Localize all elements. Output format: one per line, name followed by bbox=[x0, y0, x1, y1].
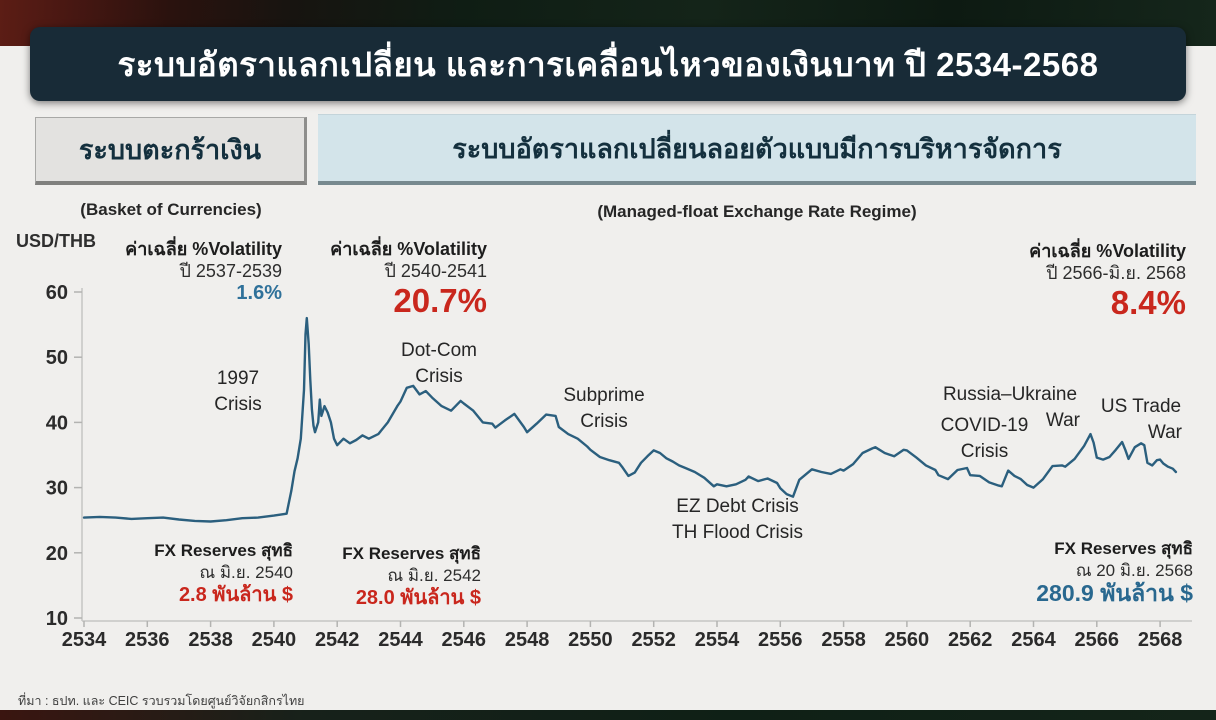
fx-reserves-date: ณ มิ.ย. 2542 bbox=[387, 566, 481, 585]
volatility-note-label: ค่าเฉลี่ย %Volatility bbox=[125, 239, 282, 259]
volatility-note-period: ปี 2540-2541 bbox=[384, 261, 487, 281]
annotation-line: Crisis bbox=[960, 441, 1009, 462]
annotation-line: TH Flood Crisis bbox=[672, 522, 803, 543]
volatility-note-period: ปี 2566-มิ.ย. 2568 bbox=[1046, 263, 1186, 283]
annotation-dotcom-crisis: Dot-Com Crisis bbox=[375, 338, 503, 390]
x-tick-label: 2550 bbox=[568, 629, 613, 651]
fx-reserves-date: ณ 20 มิ.ย. 2568 bbox=[1075, 561, 1193, 580]
source-note: ที่มา : ธปท. และ CEIC รวบรวมโดยศูนย์วิจั… bbox=[18, 694, 305, 708]
annotation-line: War bbox=[1147, 422, 1182, 443]
usdthb-line-series bbox=[82, 316, 1178, 523]
fx-reserves-value: 28.0 พันล้าน $ bbox=[355, 587, 481, 609]
annotation-1997-crisis: 1997 Crisis bbox=[176, 366, 300, 418]
x-tick-label: 2560 bbox=[885, 629, 930, 651]
y-tick-label: 60 bbox=[46, 282, 68, 304]
x-tick-label: 2568 bbox=[1138, 629, 1183, 651]
fx-reserves-value: 280.9 พันล้าน $ bbox=[1036, 580, 1193, 606]
x-tick-label: 2546 bbox=[442, 629, 487, 651]
volatility-note-basket-period: ค่าเฉลี่ย %Volatility ปี 2537-2539 1.6% bbox=[125, 238, 282, 304]
volatility-note-value: 8.4% bbox=[1110, 284, 1186, 321]
fx-reserves-label: FX Reserves สุทธิ bbox=[342, 544, 481, 563]
x-tick-label: 2536 bbox=[125, 629, 170, 651]
annotation-line: Crisis bbox=[580, 411, 628, 432]
x-tick-label: 2534 bbox=[62, 629, 107, 651]
fx-reserves-date: ณ มิ.ย. 2540 bbox=[199, 563, 293, 582]
annotation-covid19-crisis: COVID-19 Crisis bbox=[912, 413, 1057, 465]
fx-reserves-note-1997: FX Reserves สุทธิ ณ มิ.ย. 2540 2.8 พันล้… bbox=[154, 540, 293, 606]
x-tick-label: 2564 bbox=[1011, 629, 1056, 651]
volatility-note-value: 20.7% bbox=[393, 282, 487, 319]
volatility-note-label: ค่าเฉลี่ย %Volatility bbox=[330, 239, 487, 259]
x-tick-label: 2540 bbox=[252, 629, 297, 651]
annotation-us-trade-war: US Trade War bbox=[1098, 394, 1184, 446]
fx-reserves-label: FX Reserves สุทธิ bbox=[154, 541, 293, 560]
regime-box-basket-label: ระบบตะกร้าเงิน bbox=[78, 135, 262, 165]
annotation-russia-ukraine-war: Russia–Ukraine War bbox=[930, 382, 1090, 434]
annotation-line: COVID-19 bbox=[940, 415, 1029, 436]
y-tick-label: 40 bbox=[46, 412, 68, 434]
x-tick-label: 2558 bbox=[821, 629, 866, 651]
y-tick-label: 50 bbox=[46, 347, 68, 369]
volatility-note-crisis-period: ค่าเฉลี่ย %Volatility ปี 2540-2541 20.7% bbox=[330, 238, 487, 318]
annotation-line: Subprime bbox=[563, 385, 645, 406]
x-tick-label: 2556 bbox=[758, 629, 803, 651]
managed-float-caption: (Managed-float Exchange Rate Regime) bbox=[597, 202, 917, 221]
fx-reserves-value: 2.8 พันล้าน $ bbox=[178, 584, 293, 606]
volatility-note-value: 1.6% bbox=[236, 282, 282, 304]
basket-caption: (Basket of Currencies) bbox=[80, 200, 262, 219]
x-tick-label: 2548 bbox=[505, 629, 550, 651]
x-tick-label: 2554 bbox=[695, 629, 740, 651]
annotation-line: War bbox=[1045, 410, 1080, 431]
annotation-ez-debt-th-flood-crisis: EZ Debt Crisis TH Flood Crisis bbox=[635, 494, 840, 546]
annotation-line: Crisis bbox=[415, 366, 463, 387]
page-title-bar: ระบบอัตราแลกเปลี่ยน และการเคลื่อนไหวของเ… bbox=[30, 27, 1186, 101]
fx-reserves-note-2025: FX Reserves สุทธิ ณ 20 มิ.ย. 2568 280.9 … bbox=[1036, 538, 1193, 606]
annotation-line: Crisis bbox=[214, 394, 262, 415]
annotation-line: 1997 bbox=[216, 368, 260, 389]
annotation-subprime-crisis: Subprime Crisis bbox=[534, 383, 674, 435]
annotation-line: EZ Debt Crisis bbox=[676, 496, 799, 517]
regime-box-managed-float-label: ระบบอัตราแลกเปลี่ยนลอยตัวแบบมีการบริหารจ… bbox=[452, 133, 1062, 164]
x-tick-label: 2538 bbox=[188, 629, 233, 651]
x-tick-label: 2542 bbox=[315, 629, 360, 651]
axis-unit-label: USD/THB bbox=[16, 231, 96, 251]
x-tick-label: 2552 bbox=[631, 629, 676, 651]
annotation-line: Dot-Com bbox=[400, 340, 477, 361]
background-photo-strip-bottom bbox=[0, 710, 1216, 720]
x-tick-label: 2562 bbox=[948, 629, 993, 651]
fx-reserves-label: FX Reserves สุทธิ bbox=[1054, 539, 1193, 558]
regime-box-managed-float: ระบบอัตราแลกเปลี่ยนลอยตัวแบบมีการบริหารจ… bbox=[318, 114, 1196, 185]
annotation-line: US Trade bbox=[1100, 396, 1182, 417]
annotation-line: Russia–Ukraine bbox=[942, 384, 1078, 405]
x-tick-label: 2566 bbox=[1075, 629, 1120, 651]
y-tick-label: 20 bbox=[46, 543, 68, 565]
volatility-note-label: ค่าเฉลี่ย %Volatility bbox=[1029, 241, 1186, 261]
volatility-note-period: ปี 2537-2539 bbox=[179, 261, 282, 281]
y-tick-label: 10 bbox=[46, 608, 68, 630]
fx-reserves-note-1999: FX Reserves สุทธิ ณ มิ.ย. 2542 28.0 พันล… bbox=[342, 543, 481, 609]
page-title: ระบบอัตราแลกเปลี่ยน และการเคลื่อนไหวของเ… bbox=[117, 45, 1099, 83]
x-tick-label: 2544 bbox=[378, 629, 423, 651]
regime-box-basket: ระบบตะกร้าเงิน bbox=[35, 117, 307, 185]
volatility-note-recent-period: ค่าเฉลี่ย %Volatility ปี 2566-มิ.ย. 2568… bbox=[1029, 240, 1186, 320]
y-tick-label: 30 bbox=[46, 478, 68, 500]
